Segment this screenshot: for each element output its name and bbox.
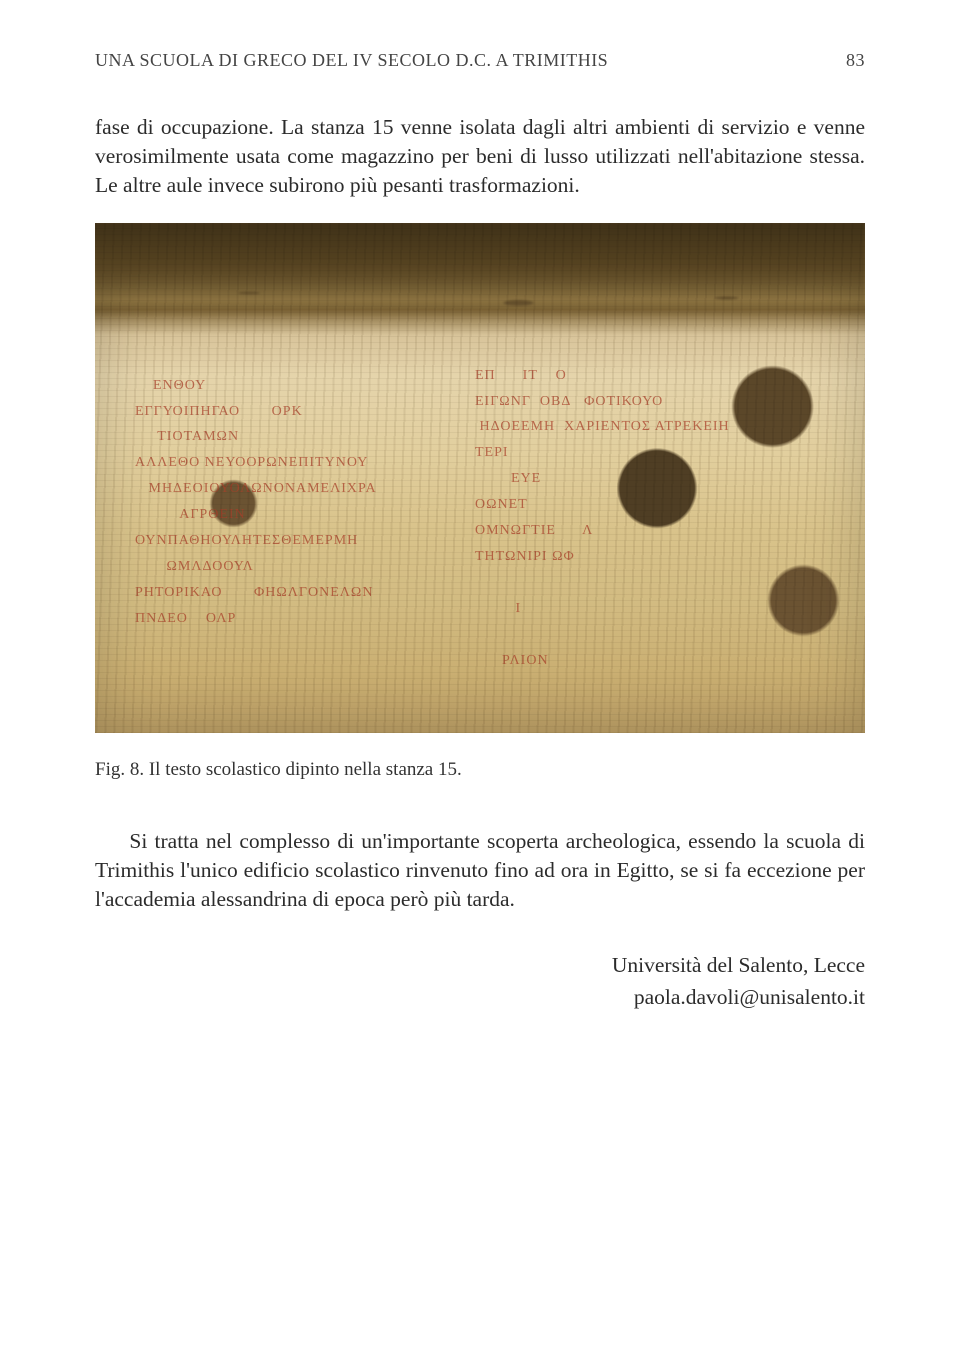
running-title: UNA SCUOLA DI GRECO DEL IV SECOLO D.C. A… [95,50,608,71]
wall-ink-column-right: ΕΠ ΙΤ Ο ΕΙΓΩΝΓ ΟΒΔ ΦΟΤΙΚΟΥΟ ΗΔΟΕΕΜΗ ΧΑΡΙ… [475,363,730,674]
running-head: UNA SCUOLA DI GRECO DEL IV SECOLO D.C. A… [95,50,865,71]
figure-8-caption: Fig. 8. Il testo scolastico dipinto nell… [95,759,865,781]
author-email: paola.davoli@unisalento.it [95,982,865,1013]
paragraph-2: Si tratta nel complesso di un'importante… [95,827,865,915]
figure-8: ΕΝΘΟΥ ΕΓΓΥΟΙΠΗΓΑΟ ΟΡΚ ΤΙΟΤΑΜΩΝ ΑΛΛΕΘΟ ΝΕ… [95,223,865,781]
author-signature: Università del Salento, Lecce paola.davo… [95,950,865,1012]
wall-ink-column-left: ΕΝΘΟΥ ΕΓΓΥΟΙΠΗΓΑΟ ΟΡΚ ΤΙΟΤΑΜΩΝ ΑΛΛΕΘΟ ΝΕ… [135,373,377,632]
page-number: 83 [846,50,865,71]
paragraph-1: fase di occupazione. La stanza 15 venne … [95,113,865,201]
author-affiliation: Università del Salento, Lecce [95,950,865,981]
figure-8-image: ΕΝΘΟΥ ΕΓΓΥΟΙΠΗΓΑΟ ΟΡΚ ΤΙΟΤΑΜΩΝ ΑΛΛΕΘΟ ΝΕ… [95,223,865,733]
